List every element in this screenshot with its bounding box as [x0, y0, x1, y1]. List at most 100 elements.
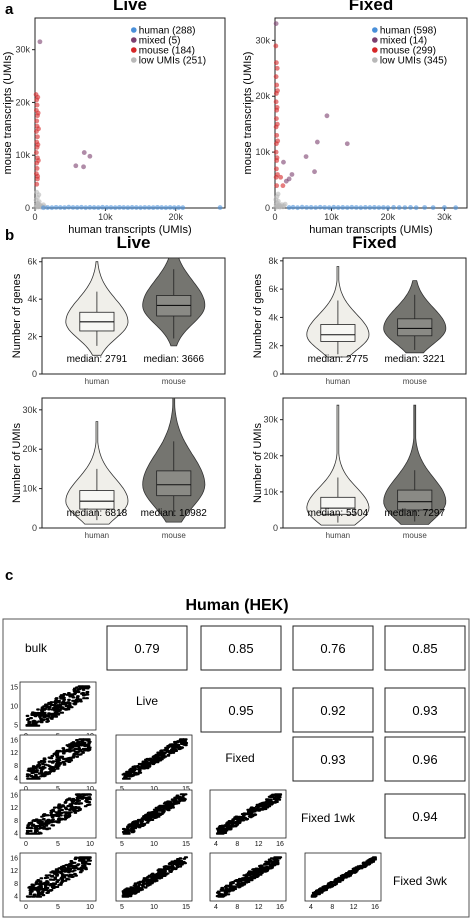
correlation-value: 0.93	[320, 752, 345, 767]
category-label-mouse: mouse	[403, 531, 428, 540]
category-label-mouse: mouse	[403, 377, 428, 386]
box-mouse	[397, 318, 433, 337]
data-point-human-288	[108, 205, 114, 210]
data-point-mouse-299	[273, 43, 279, 49]
legend-swatch	[131, 27, 137, 33]
y-tick-label: 4k	[268, 312, 278, 322]
x-tick-label: 30k	[437, 212, 452, 222]
data-point-human-288	[159, 205, 165, 210]
correlation-box	[200, 687, 282, 733]
y-axis-label: Number of UMIs	[11, 422, 23, 503]
data-point-mixed-14	[281, 159, 286, 165]
data-point-mouse-299	[274, 132, 280, 138]
data-point-human-598	[317, 204, 323, 210]
correlation-box	[292, 736, 374, 782]
y-tick-label: 0	[265, 203, 270, 213]
data-point-human-288	[167, 205, 173, 210]
data-point-human-598	[442, 205, 447, 210]
data-point-mouse-299	[275, 88, 280, 94]
data-point-mixed-5	[81, 150, 87, 155]
mini-x-tick: 10	[86, 841, 94, 848]
data-point-human-288	[176, 205, 181, 210]
legend-entry: human (288)	[139, 26, 196, 37]
y-tick-label: 0	[25, 203, 30, 213]
mini-x-tick: 8	[330, 904, 334, 911]
mini-x-tick: 12	[255, 904, 263, 911]
data-point-mouse-299	[274, 82, 280, 88]
data-point-human-288	[49, 205, 55, 211]
correlation-value: 0.96	[412, 752, 437, 767]
box-mouse	[156, 470, 192, 497]
matrix-title: Human (HEK)	[185, 597, 288, 614]
median-label-human: median: 5504	[308, 508, 369, 519]
mini-scatter: 5 10 15	[115, 734, 193, 793]
correlation-box	[292, 687, 374, 733]
mini-x-tick: 16	[276, 841, 284, 848]
data-point-human-598	[299, 204, 305, 210]
legend-entry: mouse (184)	[139, 46, 195, 57]
data-point-human-288	[100, 204, 105, 210]
data-point-mixed-14	[286, 176, 292, 182]
data-point-human-288	[45, 205, 51, 210]
mini-x-tick: 10	[150, 904, 158, 911]
correlation-value: 0.92	[320, 703, 345, 718]
mini-y-tick: 15	[10, 685, 18, 692]
data-point-human-598	[335, 205, 341, 210]
chart-title: Live	[116, 233, 150, 252]
box-human	[320, 496, 356, 515]
data-point-mouse-299	[278, 174, 284, 180]
scatter-a_live: Live 0 10k 20k 0 10k 20k 30k human transcripts (…	[2, 0, 226, 236]
legend-swatch	[131, 47, 137, 53]
data-point-mixed-14	[324, 113, 330, 119]
data-point-low-umis-345	[275, 191, 281, 197]
y-tick-label: 10k	[263, 487, 278, 497]
correlation-value: 0.79	[134, 641, 159, 656]
mini-scatter: 051051015	[10, 681, 97, 740]
mini-y-tick: 12	[10, 868, 18, 875]
data-point-human-598	[349, 204, 355, 210]
y-axis-label: mouse transcripts (UMIs)	[242, 52, 254, 175]
mini-scatter: 0 5 10 4 8 12 16	[10, 852, 97, 911]
data-point-human-288	[138, 205, 143, 211]
y-tick-label: 0	[273, 523, 278, 533]
mini-y-tick: 12	[10, 750, 18, 757]
data-point-human-598	[286, 205, 292, 210]
data-point-mixed-14	[344, 141, 350, 147]
legend-entry: mouse (299)	[380, 46, 436, 57]
y-tick-label: 2k	[268, 341, 278, 351]
chart-title: Fixed	[349, 0, 393, 14]
mini-scatter-cloud	[121, 793, 188, 835]
data-point-human-288	[79, 204, 84, 210]
mini-x-tick: 0	[24, 841, 28, 848]
mini-y-tick: 4	[14, 894, 18, 901]
mini-y-tick: 16	[10, 738, 18, 745]
mini-x-tick: 5	[56, 904, 60, 911]
y-tick-label: 30k	[22, 405, 37, 415]
mini-scatter-cloud	[25, 793, 92, 835]
data-point-human-598	[396, 205, 402, 210]
mini-x-tick: 5	[120, 786, 124, 793]
data-point-mouse-184	[34, 118, 40, 124]
plot-frame	[34, 17, 226, 209]
mini-x-tick: 15	[182, 786, 190, 793]
correlation-value: 0.85	[228, 641, 253, 656]
data-point-mouse-184	[34, 150, 39, 155]
mini-y-tick: 4	[14, 831, 18, 838]
mini-scatter: 4 8 12 16	[209, 789, 287, 848]
correlation-value: 0.76	[320, 641, 345, 656]
mini-y-tick: 8	[14, 763, 18, 770]
data-point-mouse-184	[34, 102, 40, 108]
mini-scatter-cloud	[310, 856, 377, 898]
median-label-mouse: median: 7297	[384, 508, 445, 519]
mini-scatter-cloud	[25, 738, 92, 780]
correlation-box	[384, 736, 466, 782]
mini-x-tick: 16	[276, 904, 284, 911]
data-point-mouse-299	[274, 155, 280, 161]
legend-swatch	[131, 57, 137, 63]
data-point-human-598	[381, 205, 386, 210]
scatter-matrix: Human (HEK) bulk Live Fixed Fixed 1wk Fixed 3…	[2, 597, 470, 918]
data-point-mouse-299	[273, 74, 279, 80]
data-point-human-288	[117, 204, 122, 210]
y-tick-label: 8k	[268, 256, 278, 266]
